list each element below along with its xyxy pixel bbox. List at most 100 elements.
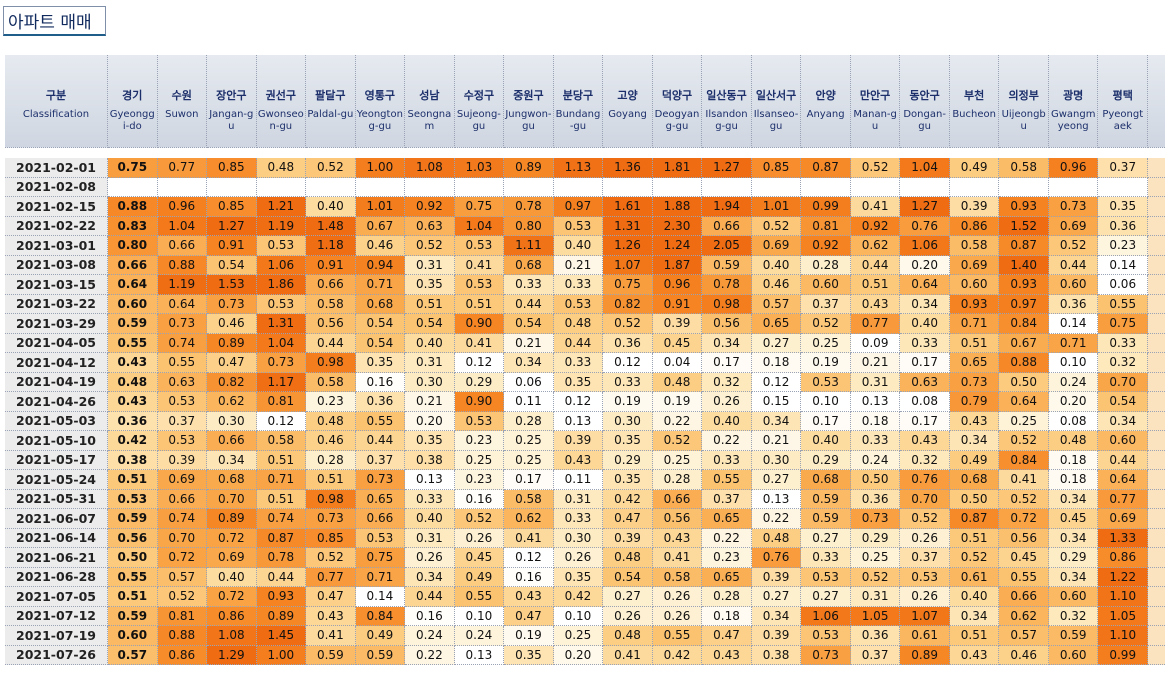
value-cell: 0.33 [900,333,950,353]
value-cell: 0.32 [1048,606,1099,626]
value-cell: 0.96 [652,275,703,295]
value-cell: 0.53 [553,216,604,236]
value-cell: 0.69 [949,255,1000,275]
value-cell: 0.80 [108,236,158,256]
column-ko: 안양 [815,89,836,102]
value-cell: 0.93 [256,587,307,607]
partial-cell [1148,275,1165,295]
value-cell: 0.51 [256,450,307,470]
value-cell: 0.53 [801,626,851,646]
value-cell: 0.13 [850,392,901,412]
value-cell [1048,177,1099,197]
value-cell: 0.57 [999,626,1049,646]
value-cell: 0.37 [801,294,851,314]
value-cell: 0.44 [504,294,554,314]
value-cell: 0.41 [603,645,653,665]
value-cell: 0.58 [306,372,356,392]
column-header: 수원 Suwon [157,55,208,148]
value-cell: 0.60 [949,275,1000,295]
value-cell: 1.94 [702,197,752,217]
date-cell: 2021-03-15 [5,275,108,295]
value-cell: 0.73 [355,470,406,490]
value-cell: 0.43 [949,645,1000,665]
value-cell: 0.30 [751,450,802,470]
value-cell: 0.79 [949,392,1000,412]
value-cell [801,177,851,197]
value-cell: 0.93 [949,294,1000,314]
column-en: Yeongtong-gu [356,109,403,132]
value-cell: 0.71 [355,567,406,587]
value-cell: 0.45 [999,548,1049,568]
value-cell: 0.86 [1098,548,1148,568]
value-cell: 0.22 [405,645,455,665]
value-cell: 0.55 [157,353,208,373]
value-cell: 0.82 [207,372,257,392]
value-cell: 0.43 [949,411,1000,431]
value-cell: 0.43 [108,392,158,412]
value-cell: 0.60 [801,275,851,295]
value-cell: 0.59 [108,314,158,334]
value-cell: 0.84 [999,314,1049,334]
value-cell: 0.44 [1048,255,1099,275]
value-cell: 0.29 [454,372,505,392]
value-cell: 0.12 [603,353,653,373]
value-cell: 0.38 [751,645,802,665]
value-cell: 0.68 [801,470,851,490]
value-cell: 0.58 [504,489,554,509]
date-cell: 2021-05-03 [5,411,108,431]
value-cell: 0.59 [306,645,356,665]
column-header: 수정구 Sujeong-gu [454,55,505,148]
partial-cell [1148,509,1165,529]
value-cell: 0.26 [405,548,455,568]
value-cell: 0.44 [1098,450,1148,470]
column-ko: 광명 [1063,89,1084,102]
value-cell: 0.58 [949,236,1000,256]
value-cell: 0.40 [207,567,257,587]
value-cell: 0.98 [306,353,356,373]
value-cell: 0.71 [1048,333,1099,353]
value-cell: 0.74 [256,509,307,529]
value-cell: 0.77 [157,158,208,178]
value-cell: 0.86 [949,216,1000,236]
column-ko: 영통구 [364,89,396,102]
value-cell: 0.69 [751,236,802,256]
value-cell: 0.34 [1098,411,1148,431]
value-cell: 0.72 [207,587,257,607]
value-cell [454,177,505,197]
column-en: Deogyang-gu [654,109,700,132]
value-cell: 0.40 [751,255,802,275]
value-cell: 0.55 [652,626,703,646]
value-cell: 0.48 [652,372,703,392]
column-header-partial [1148,55,1165,148]
value-cell: 0.37 [850,645,901,665]
value-cell: 0.21 [553,255,604,275]
column-header: 평택 Pyeongtaek [1098,55,1148,148]
value-cell: 0.59 [108,509,158,529]
column-ko: 부천 [964,89,985,102]
partial-cell [1148,528,1165,548]
value-cell: 0.89 [256,606,307,626]
value-cell: 0.76 [900,216,950,236]
partial-cell [1148,606,1165,626]
value-cell [652,177,703,197]
value-cell: 0.34 [1048,567,1099,587]
value-cell: 0.59 [108,606,158,626]
date-cell: 2021-03-08 [5,255,108,275]
value-cell: 0.46 [999,645,1049,665]
value-cell: 1.61 [603,197,653,217]
value-cell: 1.52 [999,216,1049,236]
value-cell: 0.18 [850,411,901,431]
value-cell: 0.23 [702,548,752,568]
value-cell: 0.47 [504,606,554,626]
column-ko: 팔달구 [315,89,346,102]
value-cell: 0.39 [157,450,208,470]
value-cell: 0.66 [108,255,158,275]
value-cell: 0.42 [108,431,158,451]
value-cell: 0.83 [108,216,158,236]
value-cell: 0.37 [702,489,752,509]
column-ko: 동안구 [909,89,940,102]
value-cell: 0.53 [454,236,505,256]
partial-cell [1148,411,1165,431]
value-cell: 0.99 [1098,645,1148,665]
value-cell: 1.45 [256,626,307,646]
